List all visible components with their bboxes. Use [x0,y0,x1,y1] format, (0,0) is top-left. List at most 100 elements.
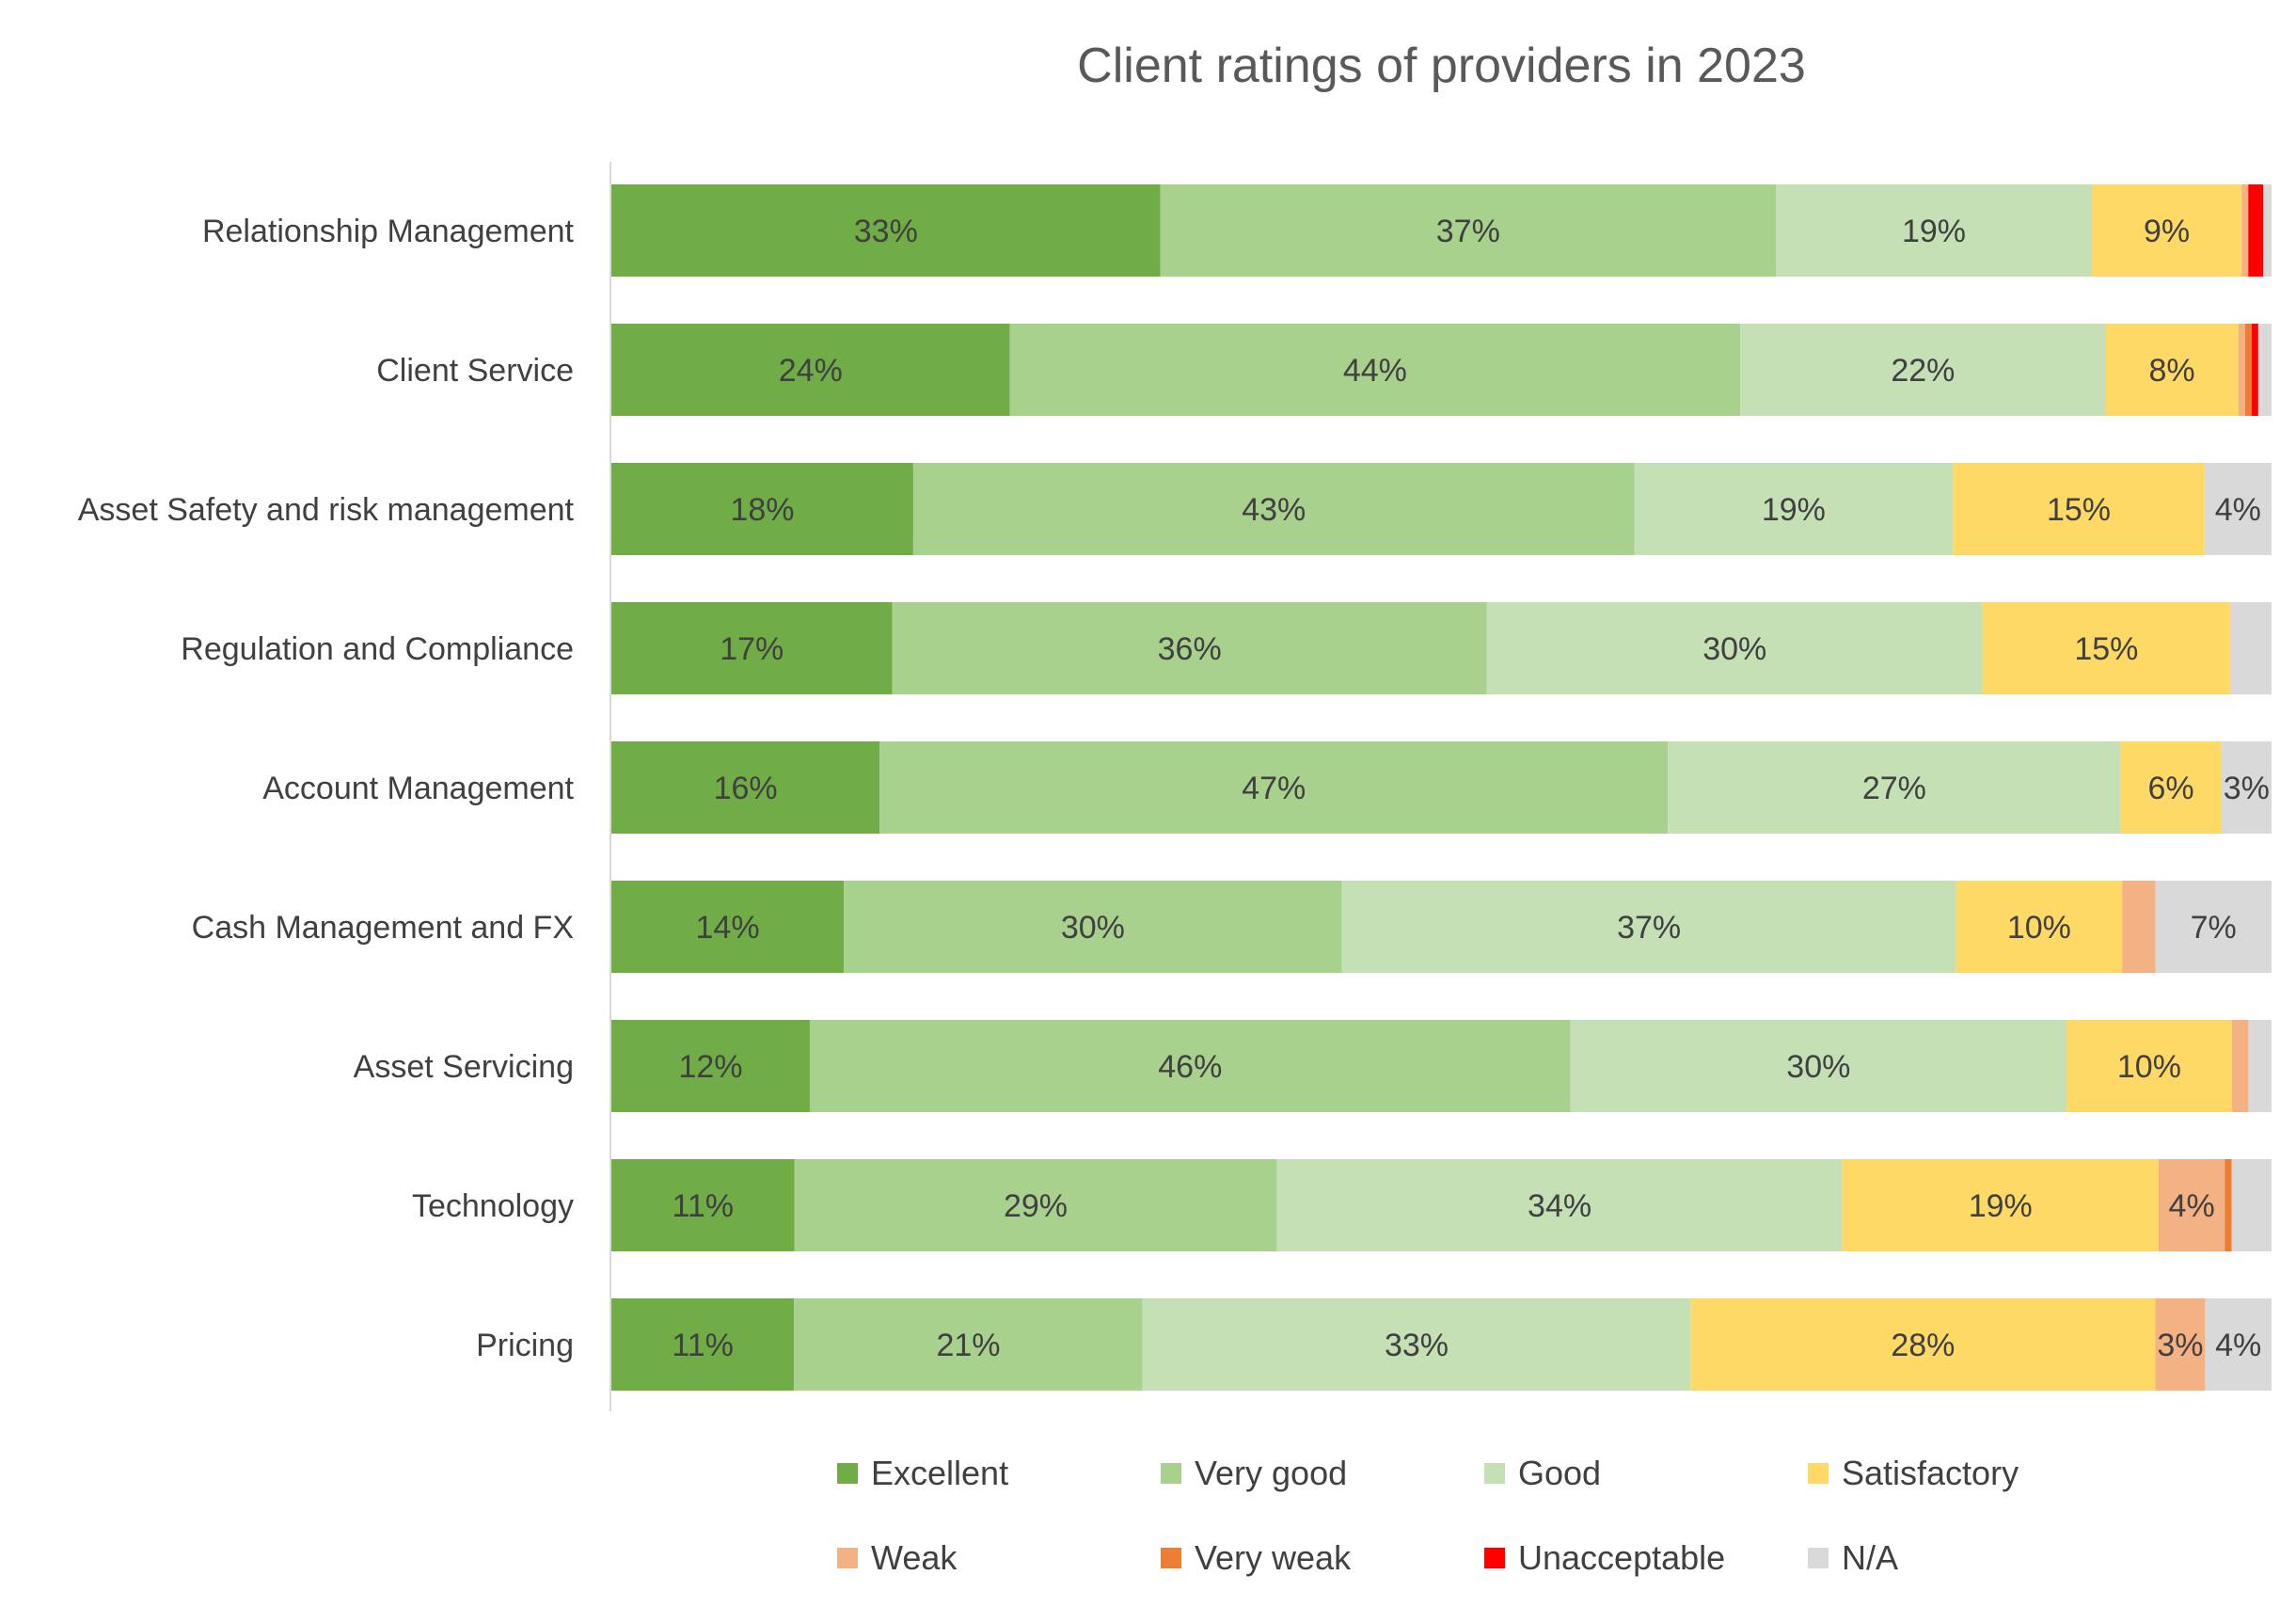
bar-segment-excellent [611,881,845,973]
legend-swatch [1484,1463,1505,1484]
data-label: 3% [2157,1328,2203,1363]
data-label: 11% [673,1188,735,1224]
data-label: 33% [1385,1328,1449,1363]
bar-segment-n-a [2248,1020,2272,1112]
bar-segment-satisfactory [2105,324,2239,416]
data-label: 28% [1891,1328,1955,1363]
bar-segment-excellent [611,1298,795,1391]
data-label: 30% [1786,1049,1850,1085]
legend-label: Unacceptable [1518,1538,1726,1577]
data-label: 43% [1242,492,1306,528]
category-label: Regulation and Compliance [181,631,574,667]
data-label: 19% [1762,492,1826,528]
bar-segment-good [1142,1298,1691,1391]
bar-segment-good [1570,1020,2067,1112]
bar-segment-satisfactory [2066,1020,2232,1112]
bar-segment-n-a [2230,602,2272,694]
legend-label: Satisfactory [1842,1454,2019,1492]
bar-segment-satisfactory [1982,602,2231,694]
data-label: 36% [1158,631,1222,667]
bar-segment-very-good [892,602,1487,694]
bar-segment-good [1668,741,2121,834]
data-label: 37% [1617,910,1681,946]
data-label: 9% [2144,214,2190,249]
data-label: 16% [714,771,778,806]
bar-segment-unacceptable [2248,184,2264,277]
legend-swatch [1808,1548,1829,1568]
bar-segment-weak [2158,1159,2225,1251]
data-label: 24% [779,353,843,389]
bar-segment-good [1341,881,1956,973]
data-label: 30% [1702,631,1766,667]
bar-segment-good [1486,602,1983,694]
legend-label: Weak [871,1538,958,1577]
data-label: 14% [696,910,760,946]
bar-segment-excellent [611,602,893,694]
legend-swatch [837,1548,858,1568]
bar-segment-good [1276,1159,1843,1251]
bar-segment-excellent [611,184,1161,277]
bar-segment-excellent [611,741,880,834]
data-label: 4% [2215,1328,2261,1363]
data-label: 11% [672,1328,734,1363]
data-label: 18% [730,492,794,528]
bar-segment-satisfactory [2120,741,2222,834]
bar-segment-n-a [2204,463,2272,555]
legend-item: Excellent [837,1454,1008,1493]
data-label: 15% [2047,492,2111,528]
category-label: Cash Management and FX [192,910,574,946]
category-label: Asset Safety and risk management [78,492,575,528]
category-label: Account Management [262,771,574,806]
bar-segment-excellent [611,463,913,555]
legend-label: Very good [1195,1454,1348,1492]
data-label: 47% [1242,771,1306,806]
data-label: 15% [2074,631,2138,667]
chart-title: Client ratings of providers in 2023 [1077,39,1806,93]
legend-label: Very weak [1195,1538,1352,1577]
data-label: 3% [2224,771,2270,806]
bar-segment-excellent [611,1020,810,1112]
bar-segment-satisfactory [1953,463,2205,555]
data-label: 44% [1343,353,1407,389]
legend-item: N/A [1808,1538,1898,1578]
data-label: 10% [2007,910,2071,946]
data-label: 27% [1862,771,1926,806]
data-label: 19% [1969,1188,2033,1224]
category-label: Asset Servicing [354,1049,574,1085]
legend-item: Weak [837,1538,957,1578]
legend-label: Good [1518,1454,1602,1492]
data-label: 46% [1158,1049,1222,1085]
category-label: Pricing [476,1328,574,1363]
legend-item: Good [1484,1454,1601,1493]
legend-swatch [1808,1463,1829,1484]
bar-segment-excellent [611,324,1010,416]
data-label: 7% [2191,910,2237,946]
bar-segment-very-weak [2244,324,2252,416]
legend-swatch [1161,1548,1181,1568]
category-labels: Relationship Management Client Service Ass… [78,214,575,1363]
category-label: Technology [412,1188,574,1224]
bar-segment-n-a [2231,1159,2272,1251]
legend-swatch [837,1463,858,1484]
data-label: 17% [720,631,784,667]
data-label: 22% [1891,353,1955,389]
data-label: 37% [1436,214,1500,249]
bar-segment-good [1634,463,1954,555]
bar-segment-very-good [879,741,1669,834]
data-label: 10% [2117,1049,2181,1085]
bar-segment-very-good [912,463,1635,555]
category-label: Client Service [376,353,574,389]
data-label: 6% [2147,771,2193,806]
bar-segment-very-weak [2225,1159,2232,1251]
bar-segment-satisfactory [1842,1159,2159,1251]
bar-segment-very-good [1009,324,1741,416]
data-label: 33% [854,214,918,249]
bar-segment-satisfactory [2092,184,2242,277]
bar-segment-excellent [611,1159,795,1251]
legend-item: Very weak [1161,1538,1351,1578]
bar-segment-satisfactory [1690,1298,2156,1391]
bar-segment-weak [2241,184,2249,277]
bar-segment-very-good [794,1159,1277,1251]
data-label: 19% [1902,214,1966,249]
